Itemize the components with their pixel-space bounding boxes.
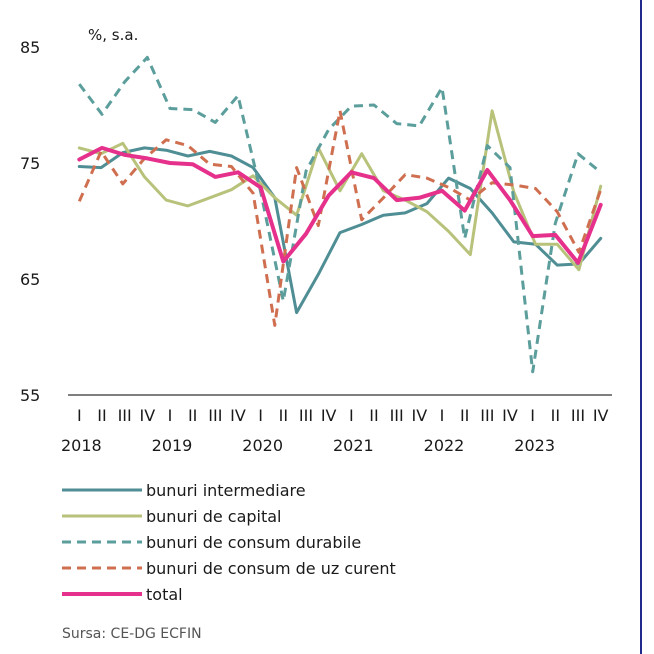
x-tick-label: IV <box>139 406 155 425</box>
x-tick-label: III <box>299 406 313 425</box>
x-tick-label: III <box>571 406 585 425</box>
x-tick-label: I <box>258 406 263 425</box>
x-tick-label: II <box>188 406 197 425</box>
series-line-total <box>77 145 603 265</box>
x-tick-label: IV <box>230 406 246 425</box>
x-tick-label: IV <box>321 406 337 425</box>
x-tick-label: I <box>440 406 445 425</box>
source-note: Sursa: CE-DG ECFIN <box>62 626 202 642</box>
x-tick-label: II <box>460 406 469 425</box>
frame-rule <box>640 0 642 654</box>
x-tick-label: III <box>118 406 132 425</box>
x-tick-label: II <box>97 406 106 425</box>
x-year-label: 2020 <box>242 436 283 455</box>
x-tick-label: I <box>530 406 535 425</box>
x-tick-label: I <box>77 406 82 425</box>
x-tick-label: IV <box>593 406 609 425</box>
x-year-label: 2022 <box>424 436 465 455</box>
x-tick-label: I <box>349 406 354 425</box>
legend-label: bunuri de consum de uz curent <box>146 559 396 578</box>
y-axis: 55 65 75 85 <box>20 38 40 405</box>
series-layer <box>77 55 603 374</box>
unit-label: %, s.a. <box>88 26 138 44</box>
legend-label: bunuri intermediare <box>146 481 306 500</box>
x-tick-label: III <box>480 406 494 425</box>
legend-label: bunuri de capital <box>146 507 282 526</box>
y-tick-label: 75 <box>20 154 40 173</box>
y-tick-label: 55 <box>20 386 40 405</box>
legend-label: total <box>146 585 183 604</box>
x-tick-label: IV <box>502 406 518 425</box>
x-year-label: 2018 <box>61 436 102 455</box>
x-tick-label: II <box>279 406 288 425</box>
x-year-label: 2023 <box>514 436 555 455</box>
x-tick-label: II <box>369 406 378 425</box>
x-year-label: 2021 <box>333 436 374 455</box>
x-axis: I II III IV I II III IV I II III IV I II III IV I II III IV… <box>61 406 609 455</box>
x-tick-label: II <box>551 406 560 425</box>
series-line-bunuri-intermediare <box>77 146 603 315</box>
x-tick-label: I <box>168 406 173 425</box>
legend-label: bunuri de consum durabile <box>146 533 361 552</box>
x-tick-label: III <box>208 406 222 425</box>
y-tick-label: 65 <box>20 270 40 289</box>
series-line-bunuri-de-consum-de-uz-curent <box>77 109 603 327</box>
y-tick-label: 85 <box>20 38 40 57</box>
x-tick-label: IV <box>411 406 427 425</box>
series-line-bunuri-de-capital <box>77 109 603 272</box>
x-tick-label: III <box>390 406 404 425</box>
legend: bunuri intermediare bunuri de capital bunu… <box>62 481 396 604</box>
series-line-bunuri-de-consum-durabile <box>78 55 602 374</box>
x-year-label: 2019 <box>152 436 193 455</box>
